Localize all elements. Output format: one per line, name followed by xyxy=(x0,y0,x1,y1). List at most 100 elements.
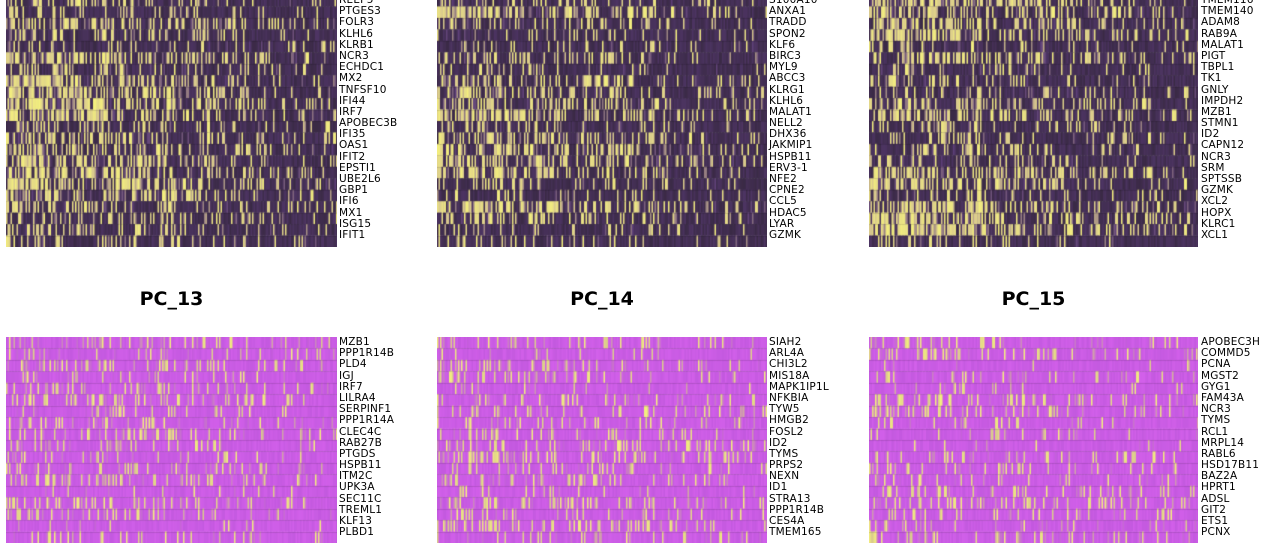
gene-label: SEC11C xyxy=(339,492,382,505)
heatmap-canvas xyxy=(869,337,1198,543)
gene-label: CHI3L2 xyxy=(769,358,808,371)
gene-label: TYW5 xyxy=(769,403,800,416)
gene-label: IRF7 xyxy=(339,380,363,393)
gene-label: STMN1 xyxy=(1201,117,1239,130)
heatmap-panel-3: TMEM116 TMEM140 ADAM8 RAB9A MALAT1 PIGT TBPL1 T… xyxy=(869,0,1274,247)
gene-label: EPSTI1 xyxy=(339,161,377,174)
gene-label: ETS1 xyxy=(1201,515,1229,527)
gene-label: TK1 xyxy=(1201,72,1222,85)
gene-label: HSPB11 xyxy=(339,459,382,472)
chart-title-pc13: PC_13 xyxy=(139,288,204,310)
gene-label: ANXA1 xyxy=(769,5,807,18)
gene-label: ABCC3 xyxy=(769,72,806,85)
gene-label: PPP1R14B xyxy=(339,347,395,360)
gene-label: OAS1 xyxy=(339,139,369,152)
gene-labels: APOBEC3H COMMD5 PCNA MGST2 GYG1 FAM43A NCR3 TYM… xyxy=(1201,336,1260,539)
gene-label: GYG1 xyxy=(1201,380,1231,393)
gene-label: CLEC4C xyxy=(339,425,382,438)
gene-labels: TMEM116 TMEM140 ADAM8 RAB9A MALAT1 PIGT TBPL1 T… xyxy=(1201,0,1254,241)
gene-label: TMEM116 xyxy=(1201,0,1254,6)
gene-label: GZMK xyxy=(1201,184,1234,197)
gene-label: MAPK1IP1L xyxy=(769,380,829,393)
heatmap-canvas xyxy=(869,0,1198,247)
gene-label: HOPX xyxy=(1201,206,1232,219)
gene-label: MX1 xyxy=(339,206,363,219)
heatmap-panel-pc13: MZB1 PPP1R14B PLD4 IGJ IRF7 LILRA4 SERPINF1 PPP… xyxy=(6,336,406,547)
gene-label: RCL1 xyxy=(1201,425,1229,438)
gene-label: NCR3 xyxy=(339,49,369,62)
heatmap-panel-1: REEP5 PTGES3 FOLR3 KLHL6 KLRB1 NCR3 ECHDC1 MX2 T… xyxy=(6,0,406,247)
gene-label: GNLY xyxy=(1201,83,1229,96)
gene-label: MGST2 xyxy=(1201,369,1239,382)
gene-label: IFI6 xyxy=(339,195,359,208)
heatmap-panel-pc15: APOBEC3H COMMD5 PCNA MGST2 GYG1 FAM43A NCR3 TYM… xyxy=(869,336,1274,547)
gene-label: KLF13 xyxy=(339,515,373,527)
gene-label: SPON2 xyxy=(769,27,806,40)
gene-label: BIRC3 xyxy=(769,49,802,62)
gene-label: NCR3 xyxy=(1201,403,1231,416)
gene-label: MIS18A xyxy=(769,369,810,382)
gene-label: JAKMIP1 xyxy=(769,139,813,152)
gene-label: COMMD5 xyxy=(1201,347,1251,360)
gene-label: PCNX xyxy=(1201,526,1231,539)
gene-label: DHX36 xyxy=(769,128,807,141)
gene-label: PTGDS xyxy=(339,447,376,460)
gene-label: MALAT1 xyxy=(769,105,812,118)
gene-label: MX2 xyxy=(339,72,363,85)
gene-label: IFI44 xyxy=(339,94,366,107)
gene-label: ID1 xyxy=(769,481,788,494)
gene-label: BAZ2A xyxy=(1201,470,1238,483)
gene-label: MRPL14 xyxy=(1201,436,1245,449)
gene-label: NCR3 xyxy=(1201,150,1231,163)
gene-label: KLRB1 xyxy=(339,38,374,51)
gene-label: ID2 xyxy=(1201,128,1220,141)
gene-label: NEXN xyxy=(769,470,800,483)
gene-label: SIAH2 xyxy=(769,336,802,348)
gene-label: ADSL xyxy=(1201,492,1230,505)
gene-label: TRADD xyxy=(769,16,807,29)
gene-label: KLHL6 xyxy=(339,27,374,40)
gene-label: ISG15 xyxy=(339,217,372,230)
gene-label: CES4A xyxy=(769,515,805,527)
gene-label: PCNA xyxy=(1201,358,1231,371)
gene-label: PLD4 xyxy=(339,358,367,371)
gene-labels: SIAH2 ARL4A CHI3L2 MIS18A MAPK1IP1L NFKBIA TYW… xyxy=(769,336,829,539)
gene-label: LILRA4 xyxy=(339,391,376,404)
heatmap-canvas xyxy=(437,0,767,247)
gene-label: NFKBIA xyxy=(769,391,809,404)
gene-label: PTGES3 xyxy=(339,5,382,18)
gene-label: HSD17B11 xyxy=(1201,459,1260,472)
gene-label: MZB1 xyxy=(339,336,370,348)
gene-label: IGJ xyxy=(339,369,354,382)
heatmap-canvas xyxy=(6,0,337,247)
gene-label: MALAT1 xyxy=(1201,38,1244,51)
gene-label: NFE2 xyxy=(769,173,798,185)
gene-label: TYMS xyxy=(1201,414,1231,427)
gene-label: S100A10 xyxy=(769,0,818,6)
gene-label: APOBEC3B xyxy=(339,117,398,130)
gene-label: KLRG1 xyxy=(769,83,805,96)
gene-label: ERV3-1 xyxy=(769,161,808,174)
gene-label: STRA13 xyxy=(769,492,811,505)
gene-label: HPRT1 xyxy=(1201,481,1236,494)
gene-label: FOLR3 xyxy=(339,16,375,29)
gene-label: FAM43A xyxy=(1201,391,1245,404)
gene-label: IFI35 xyxy=(339,128,366,141)
gene-label: ECHDC1 xyxy=(339,61,385,74)
gene-label: PPP1R14A xyxy=(339,414,395,427)
heatmap-panel-2: S100A10 ANXA1 TRADD SPON2 KLF6 BIRC3 MYL9 ABCC3… xyxy=(437,0,837,247)
gene-label: ARL4A xyxy=(769,347,805,360)
gene-label: NELL2 xyxy=(769,117,803,130)
heatmap-panel-pc14: SIAH2 ARL4A CHI3L2 MIS18A MAPK1IP1L NFKBIA TYW… xyxy=(437,336,837,547)
gene-labels: S100A10 ANXA1 TRADD SPON2 KLF6 BIRC3 MYL9 ABCC3… xyxy=(769,0,818,241)
gene-label: KLRC1 xyxy=(1201,217,1236,230)
gene-label: IRF7 xyxy=(339,105,363,118)
gene-label: LYAR xyxy=(769,217,795,230)
gene-label: GIT2 xyxy=(1201,503,1227,516)
heatmap-canvas xyxy=(437,337,767,543)
gene-label: HSPB11 xyxy=(769,150,812,163)
gene-label: TMEM165 xyxy=(769,526,822,539)
gene-label: IMPDH2 xyxy=(1201,94,1244,107)
gene-label: TBPL1 xyxy=(1201,61,1235,74)
gene-label: HDAC5 xyxy=(769,206,807,219)
